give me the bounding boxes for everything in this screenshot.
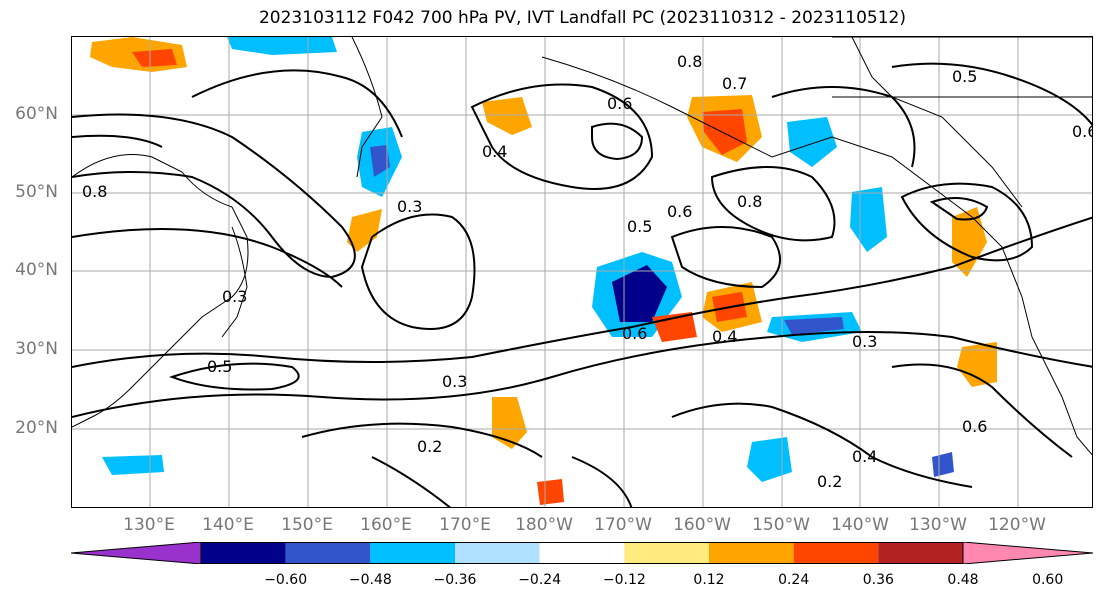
contour-label: 0.3 — [222, 287, 247, 306]
longitude-label: 170°W — [594, 515, 652, 535]
contour-label: 0.5 — [207, 357, 232, 376]
longitude-label: 150°W — [752, 515, 810, 535]
colorbar-segment — [285, 542, 371, 564]
colorbar-tick-label: 0.36 — [862, 572, 894, 588]
latitude-label: 60°N — [15, 104, 58, 124]
positive-anomaly-blob — [492, 397, 527, 449]
positive-anomaly-blob — [702, 109, 747, 155]
negative-anomaly-blob — [227, 37, 337, 55]
contour-label: 0.7 — [722, 74, 747, 93]
colorbar-segment — [201, 542, 286, 564]
negative-anomaly-blob — [747, 437, 792, 482]
contour-label: 0.3 — [397, 197, 422, 216]
map-panel: 0.8 0.7 0.6 0.5 0.4 0.3 0.2 0.8 0.6 0.5 … — [71, 36, 1093, 508]
contour-label: 0.5 — [627, 217, 652, 236]
longitude-label: 150°E — [281, 515, 333, 535]
graticule — [72, 37, 1092, 507]
colorbar-tick-label: −0.36 — [433, 572, 477, 588]
contour-label: 0.8 — [737, 192, 762, 211]
latitude-label: 40°N — [15, 260, 58, 280]
contour-label: 0.4 — [482, 142, 507, 161]
colorbar-tick-label: −0.60 — [264, 572, 308, 588]
longitude-label: 130°W — [909, 515, 967, 535]
negative-anomaly-blob — [850, 187, 887, 252]
colorbar-extend-low — [71, 542, 202, 564]
colorbar-segment — [878, 542, 963, 564]
negative-anomaly-blob — [787, 117, 837, 167]
positive-anomaly-blob — [952, 207, 987, 277]
negative-anomaly-blob — [370, 145, 390, 177]
colorbar-tick-label: −0.24 — [518, 572, 562, 588]
positive-anomaly-blob — [537, 479, 564, 505]
contour-label: 0.3 — [852, 332, 877, 351]
longitude-label: 130°E — [123, 515, 175, 535]
longitude-label: 140°W — [831, 515, 889, 535]
colorbar-tick-label: −0.48 — [348, 572, 392, 588]
positive-anomaly-blob — [957, 342, 997, 387]
latitude-label: 20°N — [15, 418, 58, 438]
colorbar-tick-label: −0.12 — [602, 572, 646, 588]
longitude-label: 180°W — [515, 515, 573, 535]
contour-label: 0.6 — [667, 202, 692, 221]
contour-label: 0.6 — [1072, 122, 1093, 141]
contour-label: 0.8 — [677, 52, 702, 71]
longitude-label: 160°E — [360, 515, 412, 535]
latitude-label: 50°N — [15, 182, 58, 202]
colorbar-extend-high — [962, 542, 1093, 564]
contour-label: 0.2 — [417, 437, 442, 456]
negative-anomaly-blob — [784, 317, 844, 335]
longitude-label: 140°E — [202, 515, 254, 535]
colorbar-segment — [455, 542, 540, 564]
negative-anomaly-blob — [102, 455, 164, 475]
contour-label: 0.4 — [852, 447, 877, 466]
contour-label: 0.6 — [622, 324, 647, 343]
positive-anomaly-blob — [652, 312, 697, 342]
colorbar — [71, 542, 1093, 564]
anomaly-shading — [90, 37, 997, 505]
colorbar-tick-label: 0.24 — [778, 572, 810, 588]
contour-label: 0.8 — [82, 182, 107, 201]
colorbar-tick-label: 0.12 — [693, 572, 725, 588]
positive-anomaly-blob — [132, 49, 177, 67]
colorbar-tick-label: 0.48 — [947, 572, 979, 588]
colorbar-tick-label: 0.60 — [1032, 572, 1064, 588]
positive-anomaly-blob — [347, 209, 382, 252]
contour-label: 0.4 — [712, 327, 737, 346]
contour-label: 0.6 — [962, 417, 987, 436]
colorbar-segment — [370, 542, 455, 564]
latitude-label: 30°N — [15, 339, 58, 359]
negative-anomaly-blob — [932, 452, 954, 477]
contour-label: 0.6 — [607, 94, 632, 113]
coastlines — [72, 37, 1092, 456]
contour-label: 0.3 — [442, 372, 467, 391]
colorbar-frame — [200, 542, 964, 564]
longitude-label: 170°E — [439, 515, 491, 535]
longitude-label: 160°W — [673, 515, 731, 535]
contour-label: 0.2 — [817, 472, 842, 491]
map-title: 2023103112 F042 700 hPa PV, IVT Landfall… — [258, 8, 906, 28]
contour-label: 0.5 — [952, 67, 977, 86]
map-canvas: 0.8 0.7 0.6 0.5 0.4 0.3 0.2 0.8 0.6 0.5 … — [72, 37, 1093, 507]
pv-contours — [72, 62, 1092, 507]
colorbar-segment — [793, 542, 879, 564]
colorbar-segment — [539, 542, 625, 564]
negative-anomaly-blob — [612, 265, 667, 322]
longitude-label: 120°W — [988, 515, 1046, 535]
colorbar-segment — [624, 542, 709, 564]
colorbar-segment — [709, 542, 794, 564]
positive-anomaly-blob — [482, 97, 532, 135]
contour-labels: 0.8 0.7 0.6 0.5 0.4 0.3 0.2 0.8 0.6 0.5 … — [82, 52, 1093, 491]
